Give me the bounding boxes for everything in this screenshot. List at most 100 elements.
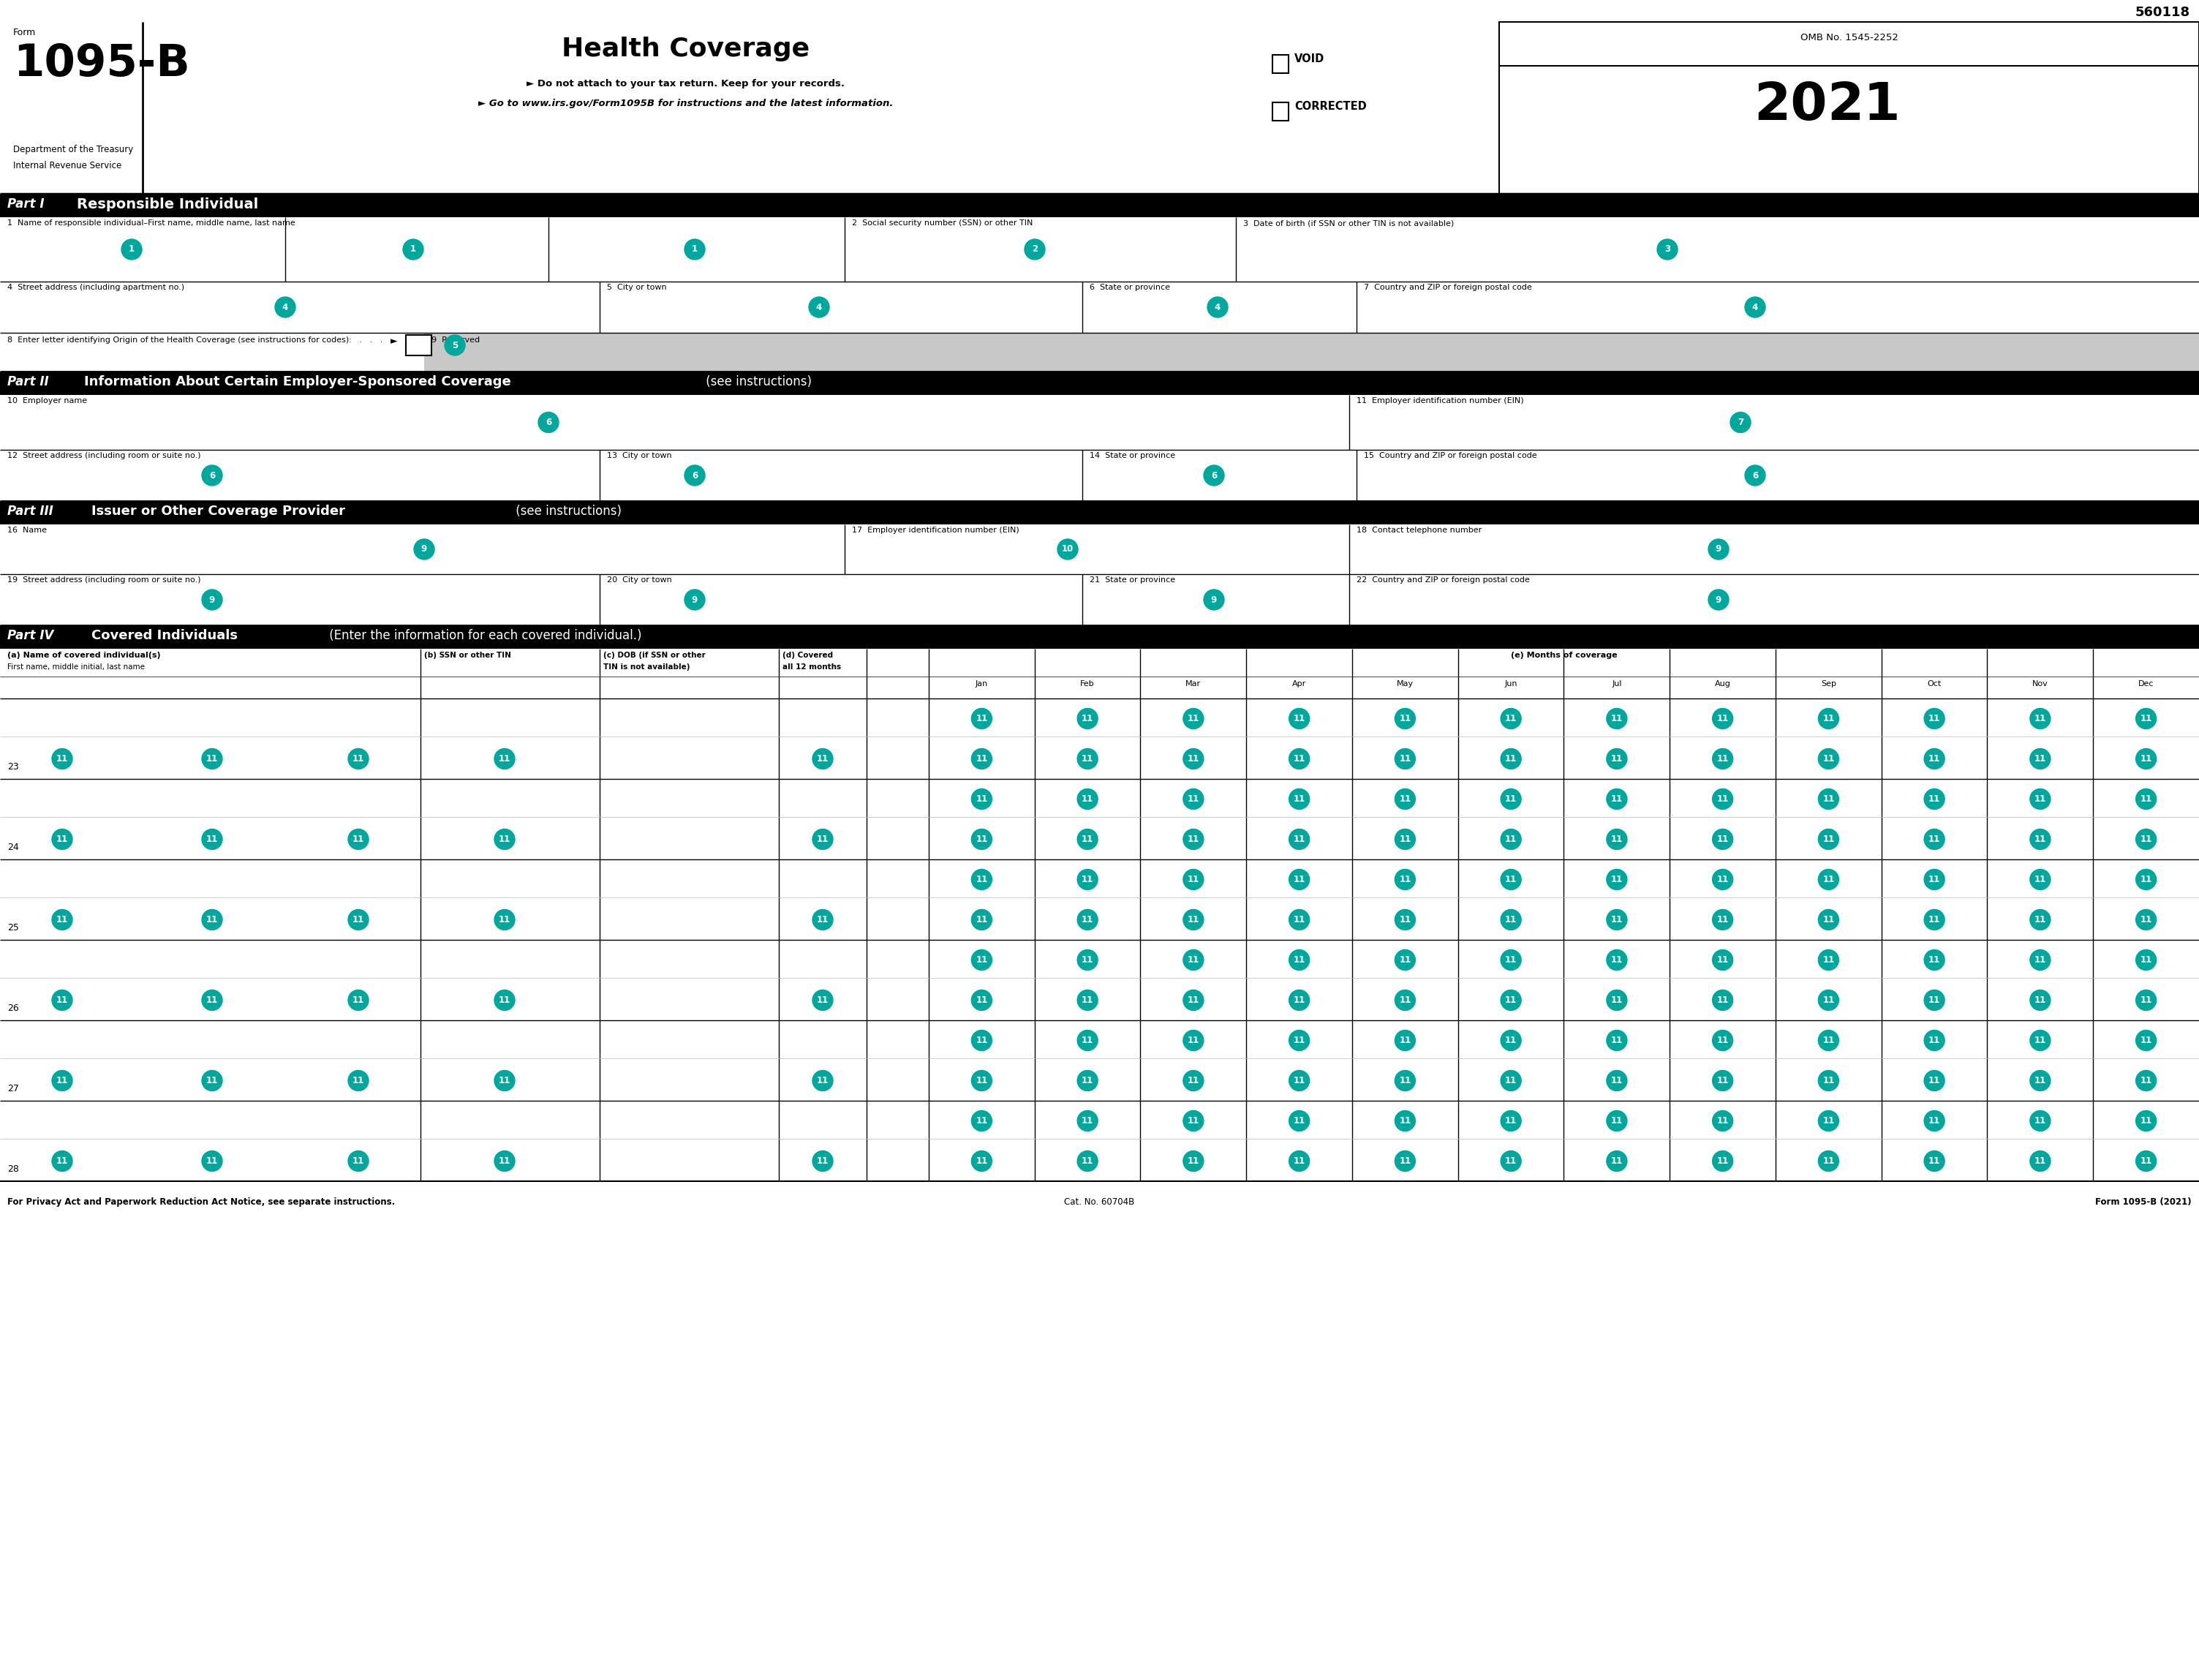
Circle shape <box>1500 1070 1522 1090</box>
Text: Department of the Treasury: Department of the Treasury <box>13 144 134 155</box>
Circle shape <box>1819 909 1838 931</box>
Circle shape <box>2135 790 2157 810</box>
Circle shape <box>2030 990 2049 1010</box>
Circle shape <box>1500 1151 1522 1171</box>
Bar <box>424 333 2199 371</box>
Circle shape <box>1713 828 1733 850</box>
Text: 11: 11 <box>2140 1075 2153 1085</box>
Circle shape <box>1078 909 1097 931</box>
Text: Dec: Dec <box>2137 680 2155 687</box>
Text: (e) Months of coverage: (e) Months of coverage <box>1511 652 1616 659</box>
Text: 11: 11 <box>1399 956 1412 964</box>
Text: 11: 11 <box>1187 956 1198 964</box>
Text: 11: 11 <box>1399 754 1412 764</box>
Circle shape <box>1744 297 1766 318</box>
Text: 25: 25 <box>7 922 20 932</box>
Text: 11: 11 <box>352 1075 365 1085</box>
Text: Part IV: Part IV <box>7 628 53 642</box>
Circle shape <box>1607 1030 1627 1050</box>
Circle shape <box>1289 869 1308 890</box>
Circle shape <box>1183 949 1203 969</box>
Text: 11: 11 <box>1612 795 1623 803</box>
Text: 5: 5 <box>451 341 457 349</box>
Text: 11: 11 <box>207 1156 218 1166</box>
Text: 11: 11 <box>1612 1035 1623 1045</box>
Text: 11: 11 <box>1929 1116 1940 1126</box>
Text: (b) SSN or other TIN: (b) SSN or other TIN <box>424 652 510 659</box>
Circle shape <box>1078 949 1097 969</box>
Circle shape <box>1183 1030 1203 1050</box>
Circle shape <box>1924 709 1944 729</box>
Text: 10: 10 <box>1062 544 1073 554</box>
Text: 11: 11 <box>1929 835 1940 843</box>
Circle shape <box>53 1151 73 1171</box>
Circle shape <box>2135 1070 2157 1090</box>
Text: 7: 7 <box>1737 418 1744 427</box>
Bar <box>1273 55 1289 74</box>
Text: 11: 11 <box>207 1075 218 1085</box>
Text: 11: 11 <box>1082 916 1093 924</box>
Circle shape <box>1819 790 1838 810</box>
Text: 11: 11 <box>2034 795 2045 803</box>
Circle shape <box>1924 990 1944 1010</box>
Text: 11: 11 <box>1187 996 1198 1005</box>
Circle shape <box>202 990 222 1010</box>
Circle shape <box>811 1070 833 1090</box>
Circle shape <box>1713 869 1733 890</box>
Circle shape <box>972 1151 992 1171</box>
Circle shape <box>1289 749 1308 769</box>
Circle shape <box>1924 828 1944 850</box>
Text: 11: 11 <box>2140 916 2153 924</box>
Circle shape <box>1394 1110 1416 1131</box>
Text: 11: 11 <box>1504 795 1517 803</box>
Text: Aug: Aug <box>1715 680 1731 687</box>
Text: 13  City or town: 13 City or town <box>607 452 671 459</box>
Circle shape <box>2135 990 2157 1010</box>
Text: 11: 11 <box>1504 875 1517 884</box>
Text: 11: 11 <box>1823 1116 1834 1126</box>
Text: (see instructions): (see instructions) <box>701 375 811 388</box>
Circle shape <box>1289 990 1308 1010</box>
Text: 11: 11 <box>1082 996 1093 1005</box>
Circle shape <box>1394 949 1416 969</box>
Text: 11: 11 <box>2034 1156 2045 1166</box>
Text: 11: 11 <box>1612 1116 1623 1126</box>
Text: Part I: Part I <box>7 198 44 210</box>
Circle shape <box>1713 949 1733 969</box>
Text: 4: 4 <box>1753 302 1759 312</box>
Circle shape <box>1607 949 1627 969</box>
Text: 11: 11 <box>2140 754 2153 764</box>
Circle shape <box>539 412 559 433</box>
Text: 11: 11 <box>1717 996 1728 1005</box>
Circle shape <box>684 465 706 486</box>
Text: 11: 11 <box>816 754 829 764</box>
Text: 11: 11 <box>1187 835 1198 843</box>
Circle shape <box>1207 297 1227 318</box>
Circle shape <box>1819 749 1838 769</box>
Text: 28: 28 <box>7 1164 20 1174</box>
Text: 11: 11 <box>2140 1116 2153 1126</box>
Circle shape <box>1289 709 1308 729</box>
Text: 6: 6 <box>1753 470 1759 480</box>
Circle shape <box>1183 749 1203 769</box>
Text: 11: 11 <box>1399 1035 1412 1045</box>
Text: 9: 9 <box>1715 595 1722 605</box>
Text: CORRECTED: CORRECTED <box>1295 101 1366 113</box>
Text: 11: 11 <box>1504 835 1517 843</box>
Circle shape <box>2030 709 2049 729</box>
Text: 11: 11 <box>352 835 365 843</box>
Circle shape <box>1203 465 1225 486</box>
Text: 11: 11 <box>1504 956 1517 964</box>
Circle shape <box>1289 949 1308 969</box>
Text: 11: 11 <box>1399 795 1412 803</box>
Text: 26: 26 <box>7 1003 20 1013</box>
Circle shape <box>495 909 515 931</box>
Circle shape <box>2135 869 2157 890</box>
Circle shape <box>1289 1070 1308 1090</box>
Circle shape <box>1713 709 1733 729</box>
Circle shape <box>1713 909 1733 931</box>
Text: 1095-B: 1095-B <box>13 42 189 86</box>
Text: Apr: Apr <box>1293 680 1306 687</box>
Text: 11: 11 <box>1717 714 1728 724</box>
Text: 16  Name: 16 Name <box>7 526 46 534</box>
